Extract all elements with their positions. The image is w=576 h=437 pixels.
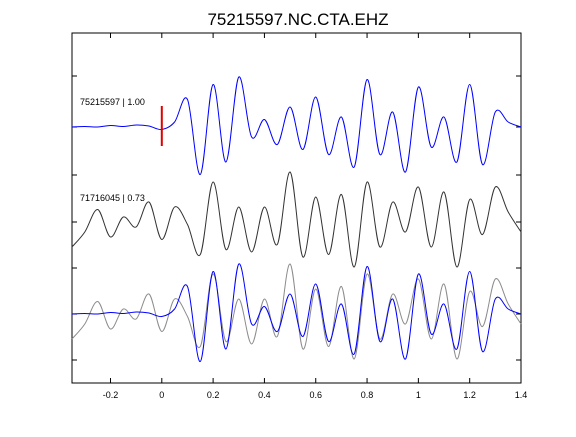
trace-labels: 75215597 | 1.00 71716045 | 0.73	[80, 97, 145, 203]
traces	[71, 76, 522, 363]
x-tick-label: 1.4	[515, 390, 528, 400]
x-tick-label: 0	[159, 390, 164, 400]
x-tick-label: 0.2	[207, 390, 220, 400]
chart-title: 75215597.NC.CTA.EHZ	[207, 10, 388, 29]
x-tick-label: 1.2	[463, 390, 476, 400]
plot-frame	[71, 32, 522, 384]
x-tick-label: 1	[416, 390, 421, 400]
x-tick-label: 0.6	[309, 390, 322, 400]
trace-75215597	[71, 76, 522, 176]
trace-71716045	[71, 171, 522, 268]
overlay-trace-75215597	[71, 263, 522, 363]
x-tick-label: 0.4	[258, 390, 271, 400]
overlay-trace-71716045	[71, 263, 522, 360]
x-tick-label: -0.2	[103, 390, 119, 400]
trace-label-71716045: 71716045 | 0.73	[80, 193, 145, 203]
x-tick-label: 0.8	[361, 390, 374, 400]
x-axis: -0.2 0 0.2 0.4 0.6 0.8 1 1.2 1.4	[103, 33, 528, 400]
trace-label-75215597: 75215597 | 1.00	[80, 97, 145, 107]
